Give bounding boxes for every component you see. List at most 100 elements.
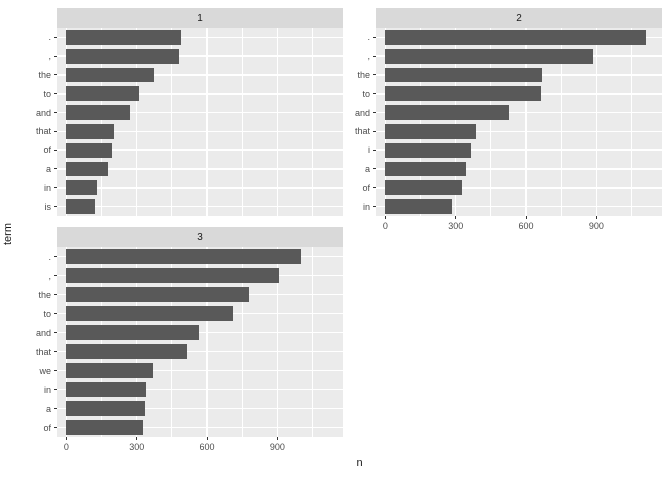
gridline-horizontal-major [376,205,662,208]
x-tick-label: 600 [518,221,534,231]
y-axis-label: the [38,69,51,80]
y-axis-label: is [44,201,52,212]
gridline-horizontal-major [57,331,343,334]
y-axis-label: that [35,346,51,357]
facet-strip-label: 3 [197,231,203,243]
bar [66,325,200,340]
x-tick-label: 900 [269,442,285,452]
gridline-horizontal-major [57,426,343,429]
bar [66,142,112,158]
y-axis-label: . [48,251,51,262]
y-tick-mark [54,313,57,314]
gridline-vertical-major [65,247,68,437]
y-tick-mark [54,408,57,409]
y-axis-row: that [22,122,57,141]
y-axis: ., the to and that i a of in [341,28,376,216]
x-tick-label: 600 [199,442,215,452]
y-axis-title: term [1,0,15,468]
gridline-vertical-minor [101,28,103,216]
y-axis-label: that [354,126,370,137]
y-axis-label: and [35,107,51,118]
gridline-vertical-minor [171,247,173,437]
y-tick-mark [54,206,57,208]
x-tick-label: 0 [63,442,69,452]
y-tick-mark [54,168,57,170]
y-axis-row: of [22,141,57,160]
y-axis-label: the [357,69,370,80]
gridline-vertical-minor [171,28,173,216]
y-axis-label: in [362,201,370,212]
gridline-horizontal-major [57,130,343,133]
gridline-horizontal-major [376,130,662,133]
gridline-vertical-major [276,247,279,437]
bar [385,180,463,196]
y-axis-row: in [22,380,57,399]
gridline-vertical-minor [490,28,492,216]
gridline-horizontal-major [57,168,343,170]
facet-strip: 3 [57,227,343,247]
facet-panel [57,28,343,216]
y-tick-mark [54,256,57,257]
y-tick-mark [54,149,57,151]
y-tick-mark [54,370,57,371]
y-axis-label: and [354,107,370,118]
bar [66,401,145,416]
gridline-vertical-minor [312,28,314,216]
gridline-horizontal-major [57,36,343,39]
bar [385,124,477,139]
y-tick-mark [373,93,376,95]
y-axis-row: of [22,418,57,437]
y-tick-mark [54,351,57,352]
y-axis-label: . [367,32,370,43]
bar [385,67,543,83]
facet-strip: 1 [57,8,343,28]
y-tick-mark [373,187,376,189]
y-tick-mark [54,187,57,189]
y-axis-label: we [39,365,51,376]
gridline-horizontal-major [57,74,343,76]
x-tick-label: 900 [588,221,604,231]
y-axis-label: i [368,145,370,156]
y-axis-row: in [22,178,57,197]
x-tick-mark [65,437,67,440]
x-tick-mark [206,437,208,440]
bar [385,161,467,177]
y-tick-mark [54,427,57,428]
gridline-vertical-major [525,28,527,216]
y-tick-mark [54,275,57,276]
y-tick-mark [54,93,57,95]
facet-strip-label: 1 [197,12,203,24]
y-axis-row: and [22,323,57,342]
y-axis-label: that [35,126,51,137]
x-tick-mark [384,216,386,219]
y-axis-label: . [48,32,51,43]
x-tick-mark [525,216,527,219]
x-tick-label: 0 [382,221,388,231]
y-axis-row: . [22,247,57,266]
y-tick-mark [373,55,376,57]
bar [66,161,108,177]
y-axis-row: a [22,160,57,179]
gridline-vertical-major [595,28,598,216]
y-tick-mark [54,55,57,57]
y-axis-label: and [35,327,51,338]
bar [66,48,179,64]
bar [66,180,98,196]
y-axis-row: that [341,122,376,141]
y-tick-mark [54,130,57,132]
bar [66,30,181,45]
y-tick-mark [54,294,57,295]
y-tick-mark [54,36,57,38]
x-tick-mark [136,437,138,440]
bar [385,105,510,120]
x-tick-mark [276,437,278,440]
gridline-horizontal-major [57,111,343,114]
gridline-vertical-minor [241,28,243,216]
bar [66,124,114,139]
y-axis-label: , [48,51,51,62]
y-axis-row: and [22,103,57,122]
gridline-vertical-minor [312,247,314,437]
gridline-vertical-major [384,28,387,216]
y-axis-label: the [38,289,51,300]
y-axis-label: of [43,422,51,433]
